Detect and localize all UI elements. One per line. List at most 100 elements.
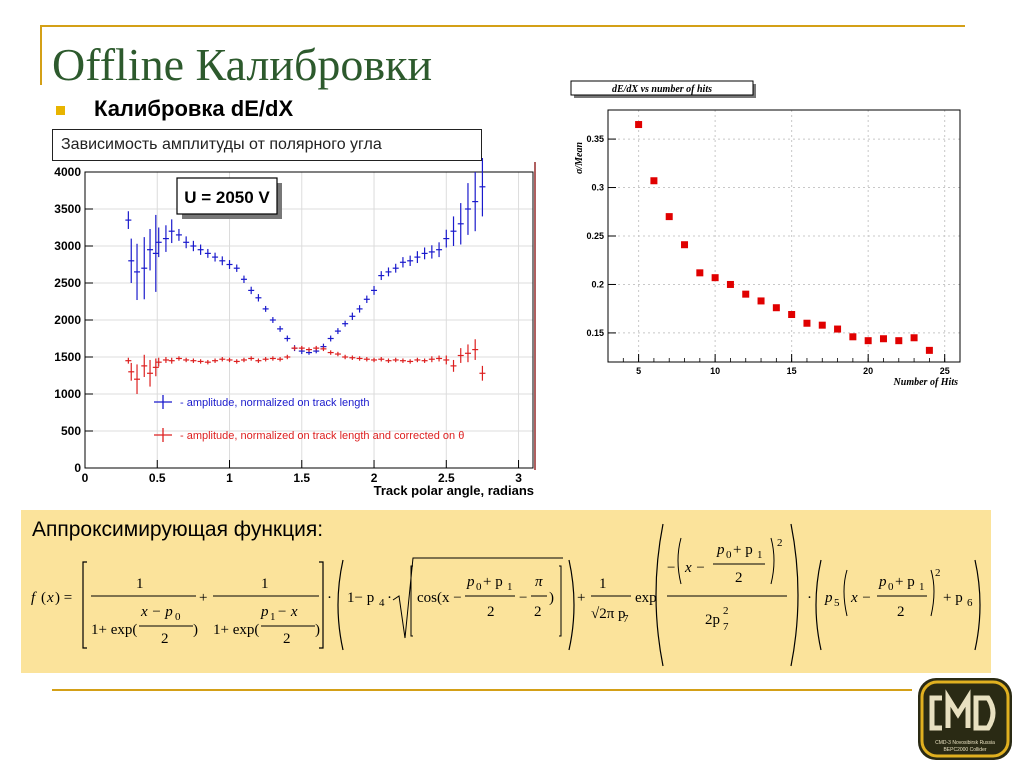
amplitude-chart-ytick-label: 500 [61,424,81,438]
svg-text:p: p [824,590,833,606]
svg-text:x: x [46,590,54,606]
dedx-data-point [910,334,918,342]
svg-text:√2π p: √2π p [591,606,626,622]
svg-text:2p: 2p [705,612,720,628]
blue-data-point [269,317,276,323]
red-data-point [162,357,169,363]
dedx-data-point [696,269,704,277]
amplitude-chart-grid [84,171,533,469]
dedx-hits-chart-xtick-label: 15 [787,366,797,376]
svg-text:1+ exp(: 1+ exp( [213,622,259,638]
dedx-data-point [849,333,857,341]
svg-text:2: 2 [161,631,169,647]
red-data-point [190,358,197,363]
blue-data-point [226,260,233,269]
red-data-point [334,351,341,357]
svg-text:7: 7 [623,613,629,625]
red-data-point [472,339,479,360]
red-data-point [421,358,428,363]
svg-text:p: p [466,574,475,590]
blue-data-point [197,244,204,255]
red-data-point [320,346,327,352]
dedx-hits-chart-ytick-label: 0.15 [586,328,604,338]
voltage-annotation: U = 2050 V [176,177,282,219]
svg-text:): ) [193,622,198,638]
blue-data-point [128,238,135,283]
dedx-hits-chart-xtick-label: 5 [636,366,641,376]
red-data-point [291,345,298,351]
red-data-point [399,358,406,363]
left-accent-line [40,25,42,85]
red-data-point [298,345,305,351]
red-data-point [125,357,132,364]
amplitude-chart-xtick-label: 0 [82,471,89,485]
blue-data-point [162,225,169,252]
blue-data-point [233,264,240,272]
dedx-hits-chart-ytick-label: 0.35 [586,134,604,144]
legend-blue: - amplitude, normalized on track length [154,395,370,409]
red-data-point [233,359,240,364]
blue-data-point [392,263,399,273]
svg-text:1: 1 [261,576,269,592]
blue-data-point [443,229,450,248]
red-data-point [197,359,204,364]
red-data-point [450,359,457,372]
slide-title: Offline Калибровки [52,39,433,90]
red-data-point [371,357,378,363]
dedx-hits-chart-grid [608,110,960,362]
blue-data-point [479,158,486,217]
amplitude-chart-xtick-label: 0.5 [149,471,166,485]
svg-text:+ p: + p [483,574,503,590]
blue-data-point [175,228,182,241]
amplitude-chart-side-bar [534,162,536,470]
svg-text:(: ( [41,590,46,606]
svg-text:5: 5 [834,597,840,609]
legend-red: - amplitude, normalized on track length … [154,428,464,442]
blue-data-point [457,203,464,245]
red-data-point [255,358,262,363]
red-data-point [175,356,182,361]
dedx-hits-chart-xlabel: Number of Hits [893,377,959,388]
dedx-data-point [711,274,719,282]
amplitude-chart-xtick-label: 1.5 [293,471,310,485]
red-data-point [385,358,392,363]
svg-text:x −: x − [850,590,872,606]
blue-data-point [204,248,211,258]
red-data-point [356,356,363,361]
blue-data-point [428,245,435,259]
blue-data-point [349,312,356,320]
formula-panel [21,510,991,673]
amplitude-chart: 0 0.5 1 1.5 2 2.5 3 0 500 1000 1500 2000 2500 3000 350… [54,158,536,498]
dedx-hits-chart-xtick-label: 25 [940,366,950,376]
dedx-data-point [742,290,750,298]
slide-subtitle: Калибровка dE/dX [94,96,294,121]
svg-text:2: 2 [487,604,495,620]
red-data-point [363,357,370,362]
svg-text:− x: − x [277,604,298,620]
svg-text:0: 0 [888,581,894,593]
blue-data-point [385,267,392,277]
amplitude-chart-ytick-label: 4000 [54,165,81,179]
voltage-annotation-text: U = 2050 V [184,188,270,207]
blue-data-point [334,328,341,335]
dedx-data-point [788,311,796,319]
red-data-point [128,362,135,381]
svg-text:6: 6 [967,597,973,609]
red-data-point [464,344,471,363]
svg-text:0: 0 [175,611,181,623]
amplitude-chart-xtick-label: 2 [371,471,378,485]
blue-data-point [399,257,406,268]
red-data-point [284,354,291,360]
blue-data-point [472,172,479,232]
blue-data-point [147,228,154,271]
red-data-point [147,359,154,387]
blue-data-point [190,240,197,252]
top-accent-line [40,25,965,27]
dedx-hits-chart-series [635,121,933,354]
svg-text:2: 2 [735,570,743,586]
red-data-point [436,355,443,362]
red-data-point [479,365,486,381]
red-data-point [226,357,233,363]
chart-caption: Зависимость амплитуды от полярного угла [52,129,482,161]
blue-data-point [421,247,428,260]
